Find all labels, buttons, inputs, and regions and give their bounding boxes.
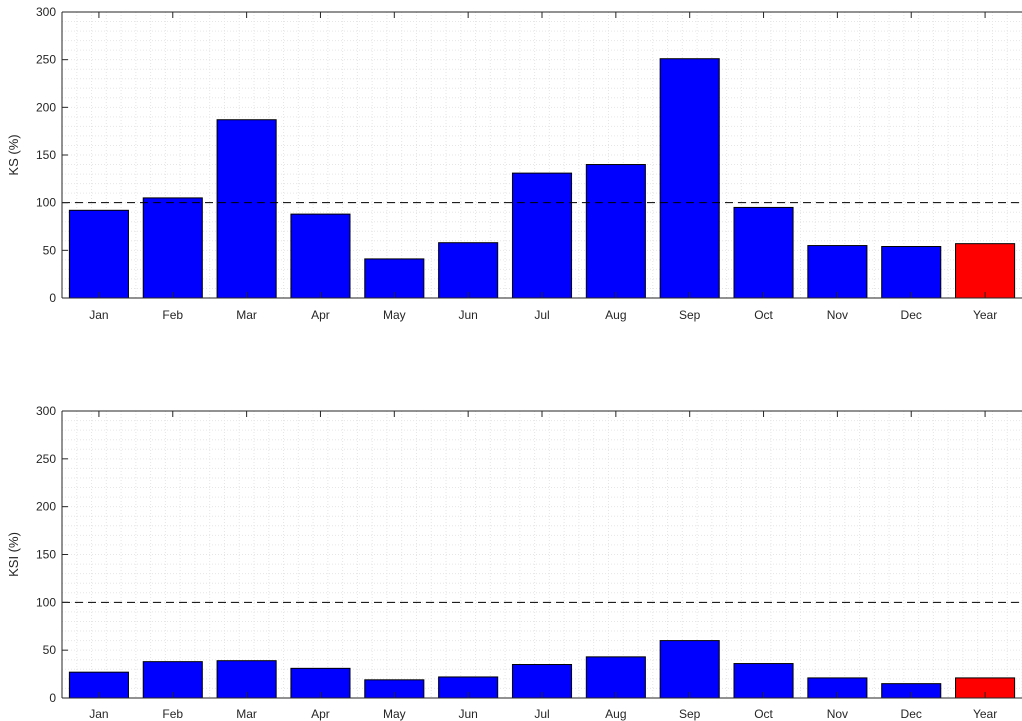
ks-x-tick-label: Dec (901, 308, 922, 322)
ksi-x-tick-label: Jun (458, 707, 477, 721)
ks-bar-apr (290, 213, 351, 299)
ksi-bar-feb (142, 661, 203, 699)
ksi-grid (61, 410, 1022, 699)
ks-x-tick-label: Jun (458, 308, 477, 322)
ks-bar-feb (142, 197, 203, 299)
ks-bar-aug (585, 164, 646, 299)
ksi-x-tick-label: Jan (89, 707, 108, 721)
ksi-x-tick-label: Oct (754, 707, 773, 721)
ks-x-tick-label: Oct (754, 308, 773, 322)
ksi-x-tick-label: Apr (311, 707, 330, 721)
ks-bar-year (955, 243, 1016, 299)
ks-x-tick-label: Aug (605, 308, 626, 322)
ksi-y-tick-label: 100 (36, 595, 56, 609)
ks-x-tick-label: Jan (89, 308, 108, 322)
ks-y-tick-label: 100 (36, 196, 56, 210)
ks-chart-panel: 0 50 100 150 200 250 300 Jan Feb Mar Apr May Jun Jul A… (6, 5, 1022, 322)
ks-bar-dec (881, 246, 942, 299)
ks-y-axis-label: KS (%) (6, 134, 21, 175)
ks-y-tick-label: 300 (36, 5, 56, 19)
ksi-y-axis-label: KSI (%) (6, 532, 21, 577)
ks-y-tick-label: 0 (49, 291, 56, 305)
ksi-bar-aug (585, 656, 646, 699)
ksi-x-tick-label: Aug (605, 707, 626, 721)
ks-x-tick-label: Nov (827, 308, 848, 322)
ks-y-tick-label: 200 (36, 100, 56, 114)
ks-bar-jul (511, 172, 573, 299)
ksi-x-tick-label: Nov (827, 707, 848, 721)
ks-x-tick-label: Mar (236, 308, 257, 322)
ksi-bar-mar (216, 660, 277, 699)
ksi-y-tick-label: 0 (49, 691, 56, 705)
ksi-y-tick-label: 250 (36, 452, 56, 466)
ksi-y-tick-label: 200 (36, 500, 56, 514)
ks-bar-sep (659, 58, 720, 299)
ksi-x-tick-label: Mar (236, 707, 257, 721)
ks-bar-nov (807, 245, 868, 299)
ks-bar-jun (438, 242, 499, 299)
ksi-x-tick-label: Jul (534, 707, 549, 721)
ksi-x-tick-label: Sep (679, 707, 701, 721)
ks-y-tick-label: 250 (36, 53, 56, 67)
ksi-x-tick-label: Dec (901, 707, 922, 721)
ksi-y-tick-label: 150 (36, 548, 56, 562)
ks-bar-oct (733, 206, 794, 299)
ksi-y-tick-label: 300 (36, 404, 56, 418)
ks-bar-jan (68, 209, 129, 299)
ks-x-tick-label: Feb (162, 308, 183, 322)
ksi-x-tick-label: Feb (162, 707, 183, 721)
ksi-y-tick-label: 50 (43, 643, 57, 657)
ks-bar-mar (216, 119, 277, 299)
ks-x-tick-label: Jul (534, 308, 549, 322)
ks-x-tick-label: Sep (679, 308, 701, 322)
ksi-bar-sep (659, 640, 720, 699)
ks-y-tick-label: 150 (36, 148, 56, 162)
ksi-x-tick-label: May (383, 707, 406, 721)
ks-x-tick-label: Apr (311, 308, 330, 322)
ksi-x-tick-label: Year (973, 707, 997, 721)
ksi-chart-panel: 0 50 100 150 200 250 300 Jan Feb Mar Apr May Jun Jul A… (6, 404, 1022, 721)
ks-x-tick-label: Year (973, 308, 997, 322)
ks-x-tick-label: May (383, 308, 406, 322)
ks-y-tick-label: 50 (43, 243, 57, 257)
